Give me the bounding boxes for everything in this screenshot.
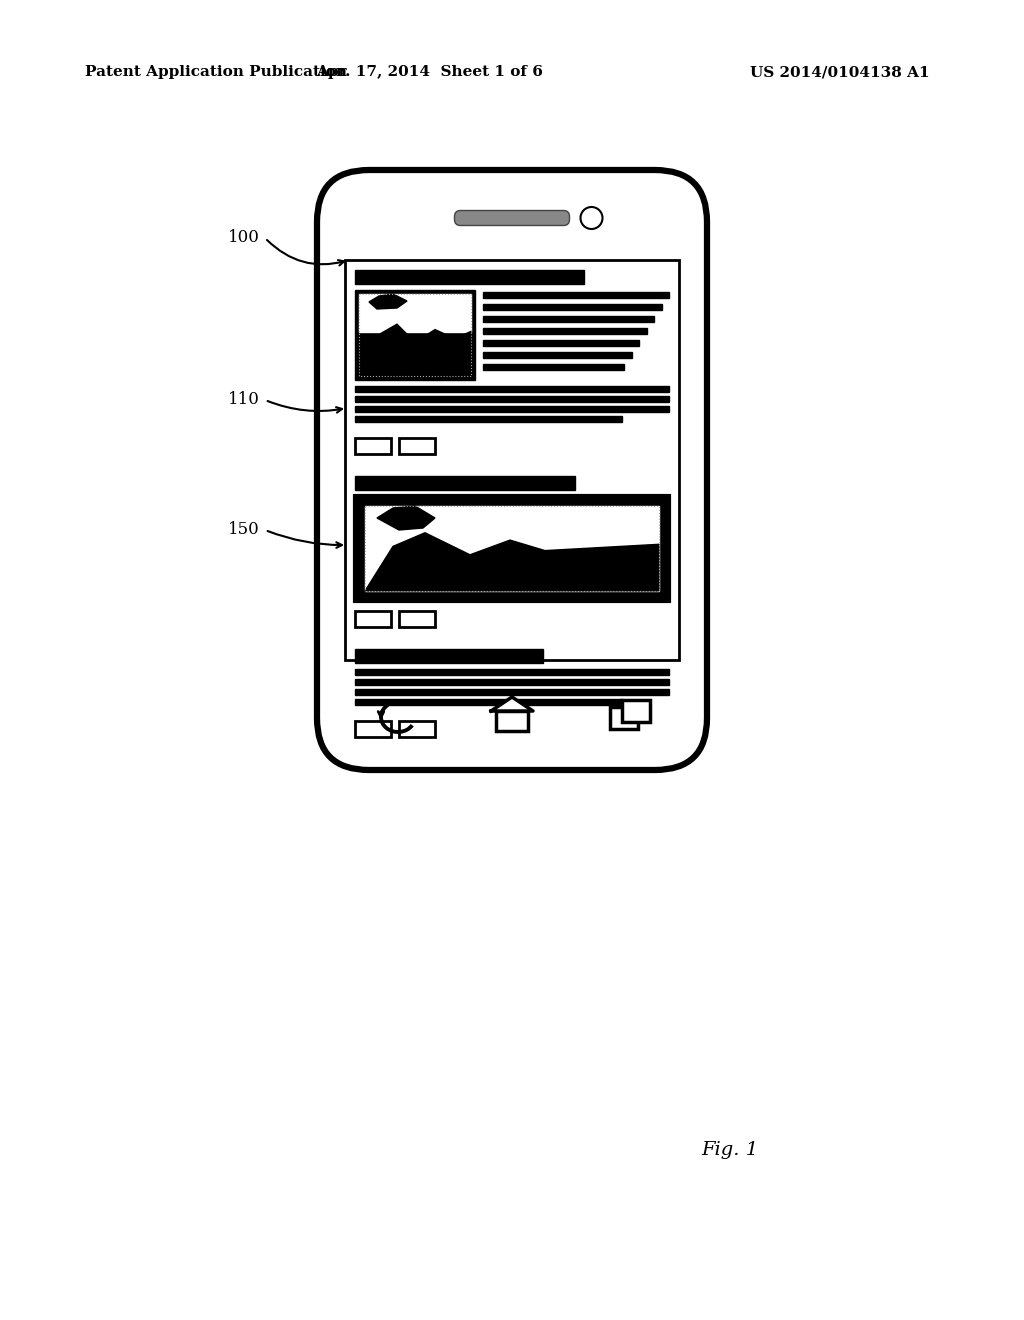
Bar [365, 506, 659, 591]
Polygon shape [359, 325, 471, 376]
Text: Apr. 17, 2014  Sheet 1 of 6: Apr. 17, 2014 Sheet 1 of 6 [316, 65, 544, 79]
Polygon shape [377, 506, 435, 531]
Polygon shape [365, 533, 659, 591]
Bar [610, 708, 638, 729]
Bar [355, 496, 669, 601]
Bar [359, 294, 471, 376]
Bar [355, 477, 574, 490]
Bar [399, 611, 435, 627]
Bar [399, 438, 435, 454]
Text: US 2014/0104138 A1: US 2014/0104138 A1 [751, 65, 930, 79]
Bar [355, 271, 585, 284]
Text: Patent Application Publication: Patent Application Publication [85, 65, 347, 79]
Circle shape [581, 207, 602, 228]
Bar [355, 611, 391, 627]
Bar [496, 711, 528, 731]
FancyBboxPatch shape [455, 210, 569, 226]
Bar [355, 649, 544, 663]
Bar [355, 700, 622, 705]
Bar [355, 290, 475, 380]
Bar [483, 364, 625, 370]
Bar [355, 721, 391, 737]
Text: 100: 100 [228, 230, 260, 247]
Bar [359, 294, 471, 331]
Polygon shape [369, 294, 407, 309]
Bar [399, 721, 435, 737]
Bar [355, 385, 669, 392]
Bar [483, 315, 654, 322]
Bar [355, 407, 669, 412]
Bar [483, 341, 639, 346]
Text: 150: 150 [228, 521, 260, 539]
Text: Fig. 1: Fig. 1 [701, 1140, 759, 1159]
Text: 110: 110 [228, 392, 260, 408]
Bar [483, 304, 662, 310]
Polygon shape [490, 697, 534, 711]
Bar [355, 689, 669, 696]
Bar [355, 396, 669, 403]
Bar [365, 506, 659, 591]
Bar [483, 292, 669, 298]
Bar [483, 327, 647, 334]
Bar [345, 260, 679, 660]
FancyBboxPatch shape [317, 170, 707, 770]
Bar [622, 700, 650, 722]
Bar [355, 438, 391, 454]
Bar [483, 352, 632, 358]
Bar [355, 669, 669, 675]
Bar [355, 416, 622, 422]
Bar [355, 678, 669, 685]
